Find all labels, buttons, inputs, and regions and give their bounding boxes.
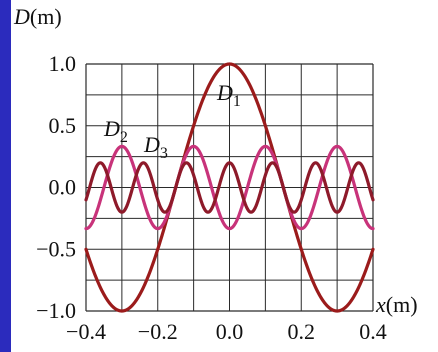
- chart-frame: −1.0 −0.5 0.0 0.5 1.0 −0.4 −0.2 0.0 0.2 0.4 D(m) x(…: [11, 0, 438, 352]
- series-line-D2: [84, 144, 375, 231]
- series-label-D1: D1: [216, 80, 241, 110]
- waves-chart: −1.0 −0.5 0.0 0.5 1.0 −0.4 −0.2 0.0 0.2 0.4 D(m) x(…: [13, 4, 418, 344]
- x-axis-label: x(m): [375, 292, 418, 317]
- x-tick-label: 0.4: [359, 319, 387, 344]
- y-tick-label: 0.0: [49, 175, 77, 200]
- y-tick-label: −0.5: [36, 236, 76, 261]
- series-label-D3: D3: [143, 132, 168, 162]
- y-tick-label: −1.0: [36, 298, 76, 323]
- series-line-D1: [84, 62, 375, 313]
- y-tick-label: 0.5: [49, 113, 77, 138]
- series-line-D3: [84, 161, 375, 214]
- x-tick-label: −0.2: [138, 319, 178, 344]
- x-tick-label: 0.0: [216, 319, 244, 344]
- x-tick-label: 0.2: [288, 319, 316, 344]
- series-label-D2: D2: [103, 116, 128, 146]
- y-axis-label: D(m): [13, 4, 62, 29]
- x-tick-label: −0.4: [66, 319, 106, 344]
- y-tick-label: 1.0: [49, 51, 77, 76]
